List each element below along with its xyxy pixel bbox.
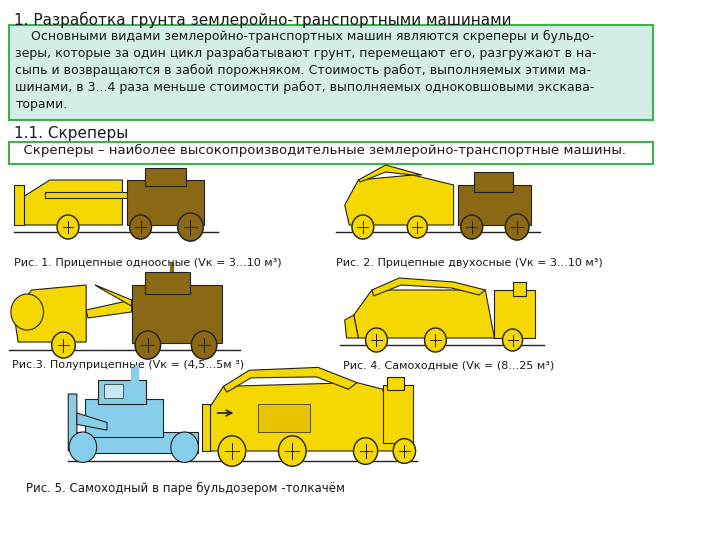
Polygon shape (77, 413, 107, 430)
FancyBboxPatch shape (99, 380, 145, 403)
FancyBboxPatch shape (145, 168, 186, 186)
Circle shape (218, 436, 246, 466)
FancyBboxPatch shape (474, 172, 513, 192)
Circle shape (352, 215, 374, 239)
Circle shape (57, 215, 79, 239)
Circle shape (503, 329, 523, 351)
Text: 1. Разработка грунта землеройно-транспортными машинами: 1. Разработка грунта землеройно-транспор… (14, 12, 511, 28)
Polygon shape (86, 300, 132, 318)
Polygon shape (68, 394, 77, 451)
Circle shape (130, 215, 151, 239)
FancyBboxPatch shape (127, 180, 204, 225)
Circle shape (11, 294, 43, 330)
Polygon shape (359, 165, 422, 182)
Text: Основными видами землеройно-транспортных машин являются скреперы и бульдо-
зеры,: Основными видами землеройно-транспортных… (15, 30, 597, 111)
FancyBboxPatch shape (9, 142, 653, 164)
Polygon shape (354, 290, 495, 338)
FancyBboxPatch shape (258, 403, 310, 432)
Text: Скреперы – наиболее высокопроизводительные землеройно-транспортные машины.: Скреперы – наиболее высокопроизводительн… (15, 144, 626, 157)
Circle shape (178, 213, 203, 241)
Circle shape (135, 331, 161, 359)
Circle shape (69, 432, 96, 462)
Circle shape (192, 331, 217, 359)
Circle shape (279, 436, 306, 466)
Circle shape (52, 332, 76, 358)
Circle shape (408, 216, 427, 238)
FancyBboxPatch shape (45, 192, 127, 198)
Circle shape (366, 328, 387, 352)
FancyBboxPatch shape (73, 432, 197, 453)
FancyBboxPatch shape (104, 383, 123, 398)
Polygon shape (206, 383, 396, 451)
Polygon shape (345, 175, 454, 225)
Polygon shape (345, 315, 359, 338)
Circle shape (425, 328, 446, 352)
FancyBboxPatch shape (202, 403, 210, 451)
FancyBboxPatch shape (145, 272, 191, 294)
Text: Рис. 1. Прицепные одноосные (Vк = 3...10 м³): Рис. 1. Прицепные одноосные (Vк = 3...10… (14, 258, 282, 268)
Text: Рис.3. Полуприцепные (Vк = (4,5...5м ³): Рис.3. Полуприцепные (Vк = (4,5...5м ³) (12, 360, 244, 370)
Circle shape (393, 438, 415, 463)
FancyBboxPatch shape (9, 25, 653, 120)
FancyBboxPatch shape (86, 399, 163, 437)
Text: Рис. 5. Самоходный в паре бульдозером -толкачём: Рис. 5. Самоходный в паре бульдозером -т… (27, 482, 346, 495)
Text: 1.1. Скреперы: 1.1. Скреперы (14, 126, 128, 141)
FancyBboxPatch shape (458, 185, 531, 225)
FancyBboxPatch shape (132, 285, 222, 343)
Circle shape (461, 215, 482, 239)
Polygon shape (372, 278, 485, 296)
FancyBboxPatch shape (513, 282, 526, 296)
Text: Рис. 4. Самоходные (Vк = (8...25 м³): Рис. 4. Самоходные (Vк = (8...25 м³) (343, 360, 554, 370)
FancyBboxPatch shape (14, 185, 24, 225)
FancyBboxPatch shape (387, 377, 405, 390)
Circle shape (354, 438, 378, 464)
FancyBboxPatch shape (495, 290, 535, 338)
Circle shape (171, 432, 199, 462)
Polygon shape (95, 285, 132, 306)
Polygon shape (223, 367, 357, 392)
FancyBboxPatch shape (383, 384, 413, 443)
Text: Рис. 2. Прицепные двухосные (Vк = 3...10 м³): Рис. 2. Прицепные двухосные (Vк = 3...10… (336, 258, 603, 268)
Polygon shape (14, 285, 86, 342)
Polygon shape (18, 180, 122, 225)
Circle shape (505, 214, 529, 240)
